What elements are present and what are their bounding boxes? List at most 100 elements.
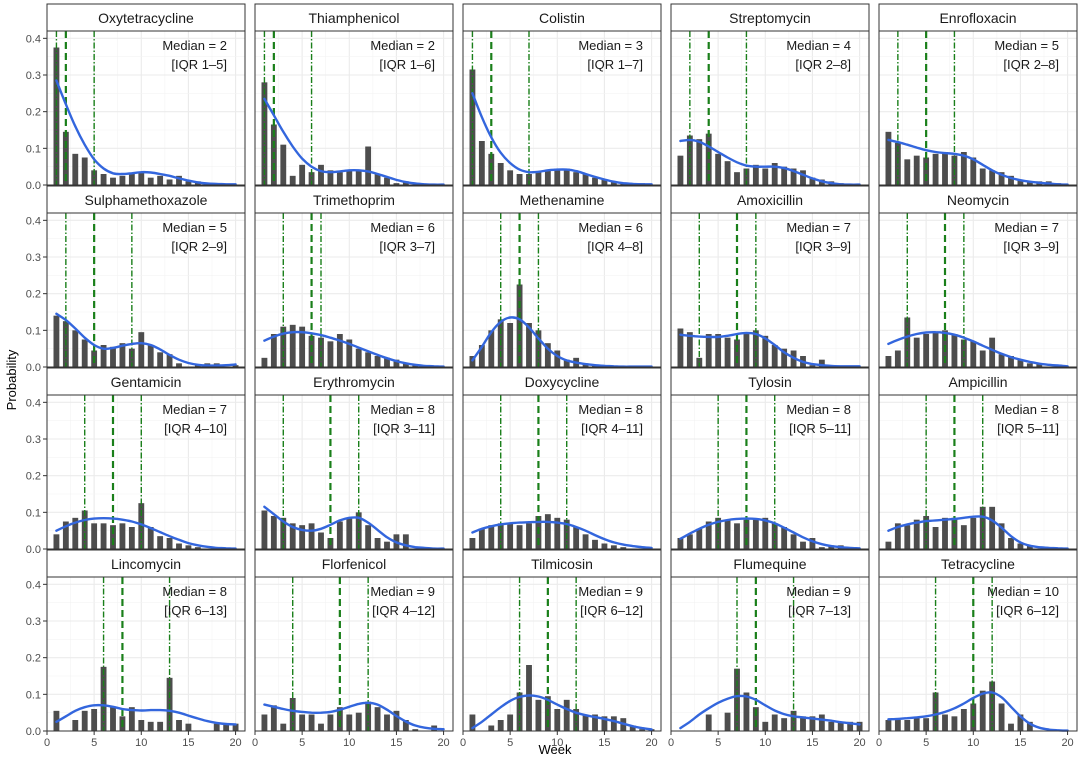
bar — [752, 519, 759, 549]
bar — [526, 665, 532, 731]
panel-border — [878, 212, 1078, 368]
bar — [960, 709, 967, 731]
bar — [818, 359, 825, 367]
bar — [1008, 175, 1014, 185]
bar — [327, 714, 334, 731]
bar — [790, 168, 797, 185]
facet-panels: Oxytetracycline Median = 2 [IQR 1–5] 0.0 0.1… — [26, 3, 1078, 749]
bar — [629, 725, 636, 731]
panel-border — [254, 30, 454, 186]
y-tick-label: 0.2 — [26, 107, 41, 119]
bar — [762, 721, 769, 731]
bar — [355, 712, 362, 731]
facet-panel: Tilmicosin Median = 9 [IQR 6–12] 0 5 10 15 20 — [460, 549, 662, 749]
panel-border — [670, 576, 870, 732]
bar — [705, 334, 712, 367]
bar — [365, 352, 372, 367]
bar — [610, 181, 617, 185]
panel-border — [254, 576, 454, 732]
bar — [724, 519, 731, 549]
median-annotation: Median = 4 — [786, 38, 851, 53]
facet-panel: Colistin Median = 3 [IQR 1–7] — [462, 3, 662, 186]
plot-background — [879, 577, 1077, 731]
y-tick-label: 0.1 — [26, 143, 41, 155]
bar — [318, 532, 324, 549]
bar — [705, 133, 712, 185]
facet-panel: Flumequine Median = 9 [IQR 7–13] 0 5 10 15 20 — [668, 549, 870, 749]
iqr-annotation: [IQR 6–13] — [164, 603, 227, 618]
bar — [1036, 363, 1043, 367]
bar — [374, 707, 381, 731]
bar — [507, 523, 514, 549]
bar — [837, 721, 844, 731]
panel-border — [462, 394, 662, 550]
x-tick-label: 15 — [182, 737, 194, 749]
bar — [762, 168, 769, 185]
bar — [346, 517, 353, 549]
bar — [119, 175, 126, 185]
bar — [544, 514, 551, 549]
panel-border — [254, 394, 454, 550]
facet-strip — [670, 185, 870, 214]
smooth-curve — [471, 520, 653, 550]
bar — [308, 172, 315, 185]
bar — [261, 714, 268, 731]
y-tick-label: 0.1 — [26, 325, 41, 337]
iqr-annotation: [IQR 5–11] — [997, 421, 1059, 436]
bar — [535, 172, 542, 185]
bar — [336, 172, 343, 185]
bar — [289, 175, 296, 185]
bar — [223, 723, 230, 731]
median-annotation: Median = 6 — [578, 220, 643, 235]
y-tick-label: 0.0 — [26, 180, 41, 192]
bar — [771, 163, 778, 185]
bar — [346, 170, 353, 185]
bar — [469, 714, 476, 731]
bar — [469, 538, 476, 549]
iqr-annotation: [IQR 3–9] — [795, 239, 851, 254]
bar — [488, 330, 495, 367]
bar — [157, 721, 164, 731]
bar — [355, 348, 362, 367]
bar — [147, 527, 154, 549]
bar — [402, 363, 409, 367]
y-tick-label: 0.4 — [26, 33, 41, 45]
bar — [308, 523, 315, 549]
bar — [762, 517, 769, 549]
bar — [478, 345, 485, 367]
bar — [128, 527, 135, 549]
bar — [913, 519, 920, 549]
bar — [280, 326, 287, 367]
y-tick-label: 0.4 — [26, 215, 41, 227]
bar — [989, 337, 996, 367]
bar — [374, 356, 381, 367]
bar — [677, 538, 684, 549]
facet-panel: Tylosin Median = 8 [IQR 5–11] — [670, 367, 870, 550]
facet-panel: Florfenicol Median = 9 [IQR 4–12] 0 5 10 15 20 — [252, 549, 454, 749]
x-tick-label: 15 — [598, 737, 610, 749]
iqr-annotation: [IQR 5–11] — [789, 421, 851, 436]
bar — [91, 709, 98, 731]
smooth-curve — [471, 694, 653, 731]
bar — [885, 720, 892, 731]
facet-title: Tilmicosin — [531, 556, 593, 572]
x-tick-label: 0 — [668, 737, 674, 749]
bar — [119, 523, 126, 549]
facet-panel: Neomycin Median = 7 [IQR 3–9] — [878, 185, 1078, 368]
panel-border — [254, 212, 454, 368]
bar — [72, 330, 79, 367]
bar — [724, 337, 731, 367]
bar — [138, 332, 145, 367]
bar — [771, 714, 778, 731]
facet-title: Sulphamethoxazole — [85, 192, 208, 208]
smooth-curve — [263, 330, 445, 368]
plot-background — [255, 577, 453, 731]
y-tick-label: 0.3 — [26, 252, 41, 264]
panel-border — [670, 30, 870, 186]
bar — [91, 523, 98, 549]
bar — [336, 334, 343, 367]
bar — [610, 716, 617, 731]
facet-strip — [462, 3, 662, 32]
bar — [639, 729, 646, 731]
bar — [724, 161, 731, 185]
